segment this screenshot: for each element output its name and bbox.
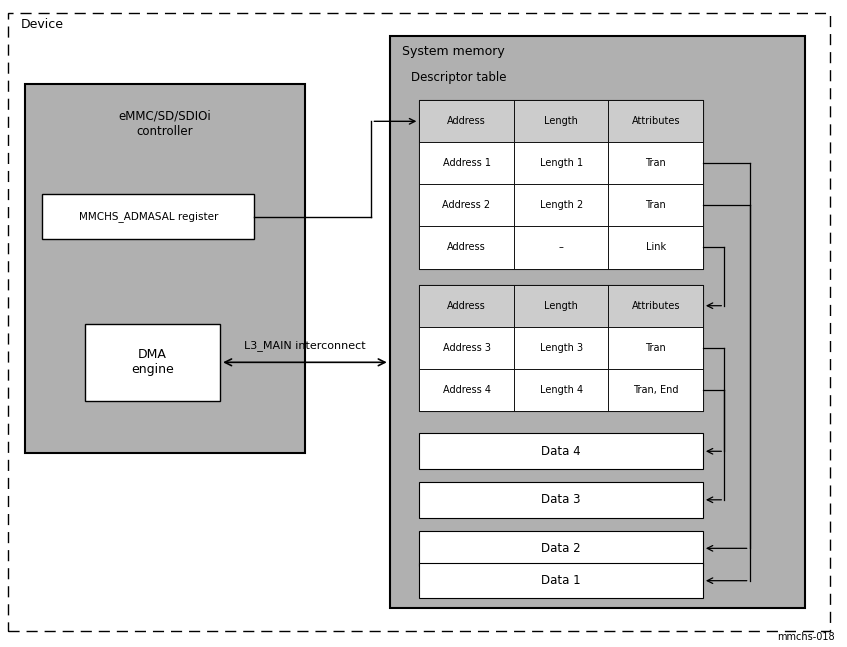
Bar (608, 327, 703, 369)
Bar (514, 100, 608, 142)
Text: Data 3: Data 3 (541, 493, 581, 507)
Bar (608, 100, 703, 142)
Bar (419, 433, 703, 469)
Text: Tran, End: Tran, End (633, 385, 678, 395)
Text: L3_MAIN interconnect: L3_MAIN interconnect (244, 340, 366, 351)
Text: Address: Address (447, 301, 486, 311)
Bar (608, 184, 703, 226)
Bar (419, 285, 514, 327)
Text: Data 1: Data 1 (541, 574, 581, 587)
Text: Address: Address (447, 243, 486, 252)
Bar (419, 100, 703, 269)
Bar (608, 226, 703, 269)
Bar (419, 563, 703, 598)
Bar (42, 194, 254, 239)
Bar (419, 226, 514, 269)
Text: Length 2: Length 2 (540, 201, 583, 210)
Bar (419, 184, 514, 226)
Bar (514, 142, 608, 184)
Text: –: – (559, 243, 563, 252)
Text: Link: Link (645, 243, 666, 252)
Bar (419, 369, 514, 411)
Text: Tran: Tran (645, 159, 666, 168)
Bar (419, 100, 514, 142)
Bar (419, 285, 703, 411)
Bar (514, 184, 608, 226)
Text: Address 1: Address 1 (442, 159, 490, 168)
Text: Attributes: Attributes (632, 116, 680, 126)
Text: Descriptor table: Descriptor table (411, 71, 507, 84)
Text: Data 2: Data 2 (541, 542, 581, 555)
Text: MMCHS_ADMASAL register: MMCHS_ADMASAL register (79, 212, 218, 222)
Text: Tran: Tran (645, 201, 666, 210)
Text: System memory: System memory (402, 45, 505, 58)
Text: Tran: Tran (645, 343, 666, 353)
Bar (514, 285, 608, 327)
Bar (25, 84, 305, 453)
Text: Device: Device (21, 18, 64, 31)
Bar (419, 142, 514, 184)
Text: eMMC/SD/SDIOi
controller: eMMC/SD/SDIOi controller (119, 110, 212, 138)
Text: Attributes: Attributes (632, 301, 680, 311)
Text: Length 3: Length 3 (540, 343, 583, 353)
Text: Length 4: Length 4 (540, 385, 583, 395)
Bar (608, 369, 703, 411)
Bar (390, 36, 805, 608)
Text: Length 1: Length 1 (540, 159, 583, 168)
Bar (85, 324, 220, 401)
Bar (419, 531, 703, 566)
Text: Length: Length (545, 116, 578, 126)
Text: Address 2: Address 2 (442, 201, 490, 210)
Bar (608, 142, 703, 184)
Bar (514, 226, 608, 269)
Text: DMA
engine: DMA engine (131, 348, 174, 377)
Bar (514, 369, 608, 411)
Bar (608, 285, 703, 327)
Text: Length: Length (545, 301, 578, 311)
Text: Address 3: Address 3 (442, 343, 490, 353)
Bar (419, 327, 514, 369)
Bar (514, 327, 608, 369)
Text: Data 4: Data 4 (541, 444, 581, 458)
Text: Address: Address (447, 116, 486, 126)
Bar (419, 482, 703, 518)
Text: mmchs-018: mmchs-018 (777, 632, 834, 642)
Text: Address 4: Address 4 (442, 385, 490, 395)
